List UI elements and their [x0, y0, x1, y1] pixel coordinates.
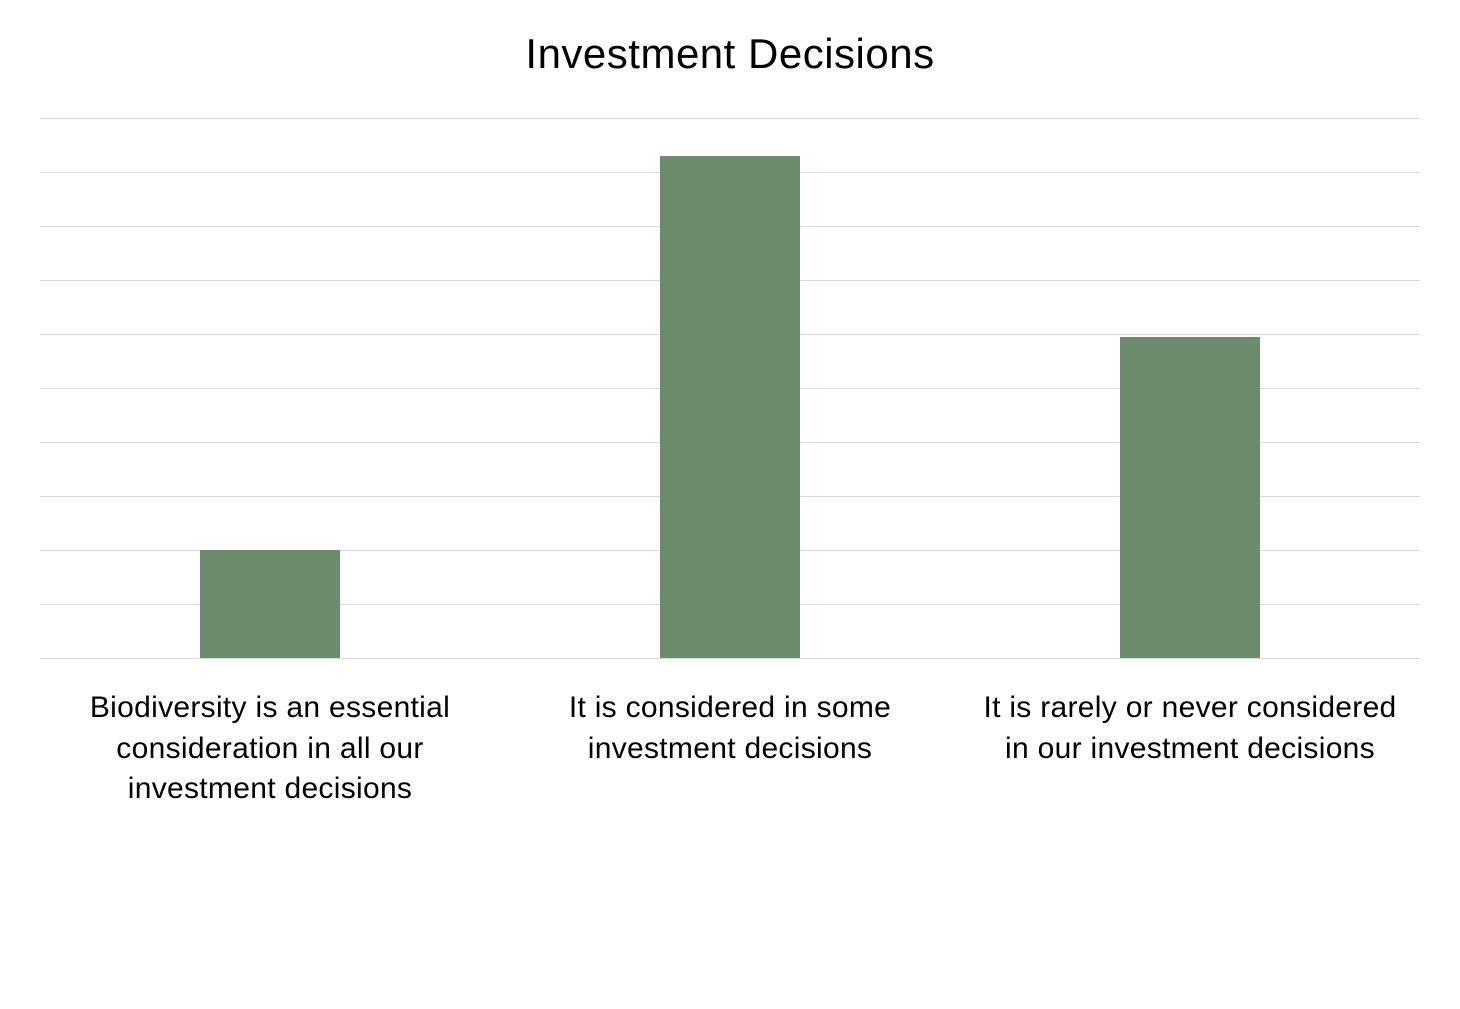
bar: [660, 156, 800, 658]
x-axis-labels: Biodiversity is an essential considerati…: [40, 688, 1420, 810]
plot-area: [40, 118, 1420, 658]
bar-group: [500, 118, 960, 658]
bar: [200, 550, 340, 658]
gridline: [40, 658, 1420, 659]
bar: [1120, 337, 1260, 658]
chart-container: Investment Decisions Biodiversity is an …: [0, 0, 1460, 1009]
chart-title: Investment Decisions: [40, 30, 1420, 78]
x-axis-label: Biodiversity is an essential considerati…: [40, 688, 500, 810]
bar-group: [960, 118, 1420, 658]
x-axis-label: It is considered in some investment deci…: [500, 688, 960, 810]
bar-group: [40, 118, 500, 658]
x-axis-label: It is rarely or never considered in our …: [960, 688, 1420, 810]
bars-area: [40, 118, 1420, 658]
